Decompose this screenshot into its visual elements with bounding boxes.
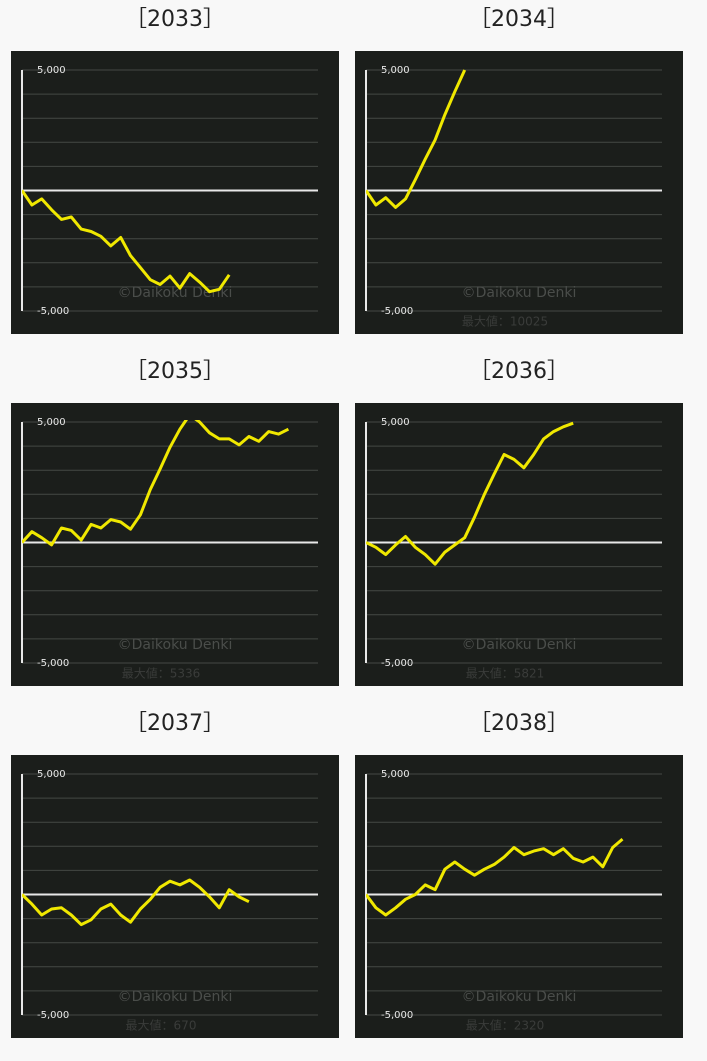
y-tick-label: 5,000 bbox=[381, 417, 410, 428]
chart: 5,000 -5,000 ©Daikoku Denki 最大値：10025 bbox=[355, 51, 683, 334]
y-tick-label: 5,000 bbox=[381, 769, 410, 780]
y-tick-label: 5,000 bbox=[37, 65, 66, 76]
chart-title: ［2037］ bbox=[125, 711, 225, 736]
chart-title: ［2036］ bbox=[469, 359, 569, 384]
chart: 5,000 -5,000 ©Daikoku Denki 最大値：2320 bbox=[355, 755, 683, 1038]
max-value: 最大値：10025 bbox=[462, 314, 548, 329]
chart: 5,000 -5,000 ©Daikoku Denki 最大値：5821 bbox=[355, 403, 683, 686]
series-line bbox=[22, 189, 231, 294]
max-value: 最大値：5821 bbox=[466, 666, 545, 681]
y-tick-label: -5,000 bbox=[37, 658, 69, 669]
watermark: ©Daikoku Denki bbox=[118, 989, 233, 1005]
chart: 5,000 -5,000 ©Daikoku Denki 最大値：5336 bbox=[11, 403, 339, 686]
y-tick-label: 5,000 bbox=[37, 769, 66, 780]
chart-title: ［2035］ bbox=[125, 359, 225, 384]
chart: 5,000 -5,000 ©Daikoku Denki 最大値：670 bbox=[11, 755, 339, 1038]
series-line bbox=[22, 420, 290, 547]
chart-title: ［2033］ bbox=[125, 7, 225, 32]
watermark: ©Daikoku Denki bbox=[118, 285, 233, 301]
series-line bbox=[366, 837, 624, 917]
chart-title: ［2034］ bbox=[469, 7, 569, 32]
y-tick-label: -5,000 bbox=[381, 1010, 413, 1021]
max-value: 最大値：5336 bbox=[122, 666, 201, 681]
y-tick-label: 5,000 bbox=[37, 417, 66, 428]
watermark: ©Daikoku Denki bbox=[462, 637, 577, 653]
watermark: ©Daikoku Denki bbox=[462, 989, 577, 1005]
y-tick-label: -5,000 bbox=[381, 306, 413, 317]
y-tick-label: -5,000 bbox=[37, 306, 69, 317]
chart-title: ［2038］ bbox=[469, 711, 569, 736]
chart: 5,000 -5,000 ©Daikoku Denki bbox=[11, 51, 339, 334]
watermark: ©Daikoku Denki bbox=[462, 285, 577, 301]
max-value: 最大値：670 bbox=[126, 1018, 197, 1033]
watermark: ©Daikoku Denki bbox=[118, 637, 233, 653]
series-line bbox=[366, 421, 574, 566]
max-value: 最大値：2320 bbox=[466, 1018, 545, 1033]
series-line bbox=[22, 878, 250, 927]
y-tick-label: -5,000 bbox=[37, 1010, 69, 1021]
y-tick-label: -5,000 bbox=[381, 658, 413, 669]
series-line bbox=[366, 69, 467, 209]
y-tick-label: 5,000 bbox=[381, 65, 410, 76]
